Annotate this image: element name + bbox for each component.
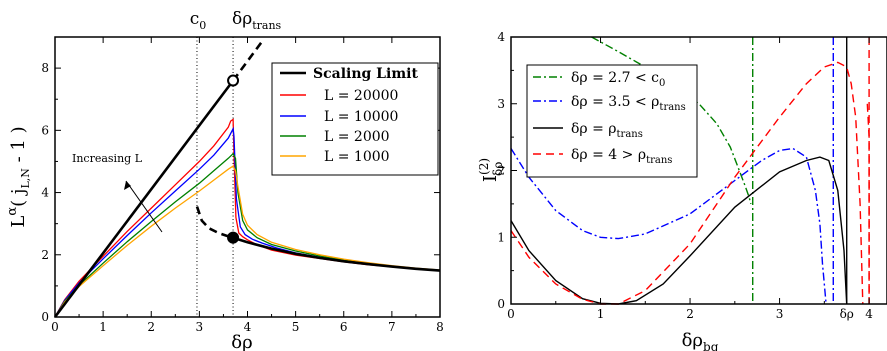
left-scaling-limit-segment-3 (232, 236, 441, 272)
left-xtick-label: 8 (436, 320, 444, 334)
left-chart: 0 1 2 3 4 5 6 7 8 0 2 4 6 8 δρ Lα( jL,N - 1 ) c0 δρtr… (5, 9, 444, 351)
left-top-label-c0: c0 (190, 9, 207, 32)
right-legend-label-2: δρ = ρtrans (571, 121, 643, 140)
left-legend-label-3: L = 2000 (324, 129, 390, 145)
left-ytick-label: 6 (41, 123, 49, 137)
left-xtick-label: 2 (147, 320, 155, 334)
right-legend-box (526, 64, 698, 178)
right-ticks: 0 1 2 3 4 δρ 0 1 2 3 4 (497, 30, 873, 321)
left-xlabel: δρ (231, 332, 252, 351)
right-xtick-drho: δρ (840, 307, 854, 321)
right-ytick-label: 0 (497, 297, 505, 311)
left-xtick-label: 4 (244, 320, 252, 334)
left-xtick-label: 6 (340, 320, 348, 334)
right-xtick-label: 0 (507, 307, 515, 321)
right-legend: δρ = 2.7 < c0 δρ = 3.5 < ρtrans δρ = ρtran… (526, 64, 698, 178)
left-xtick-label: 0 (51, 320, 59, 334)
right-legend-label-3: δρ = 4 > ρtrans (571, 147, 672, 166)
right-series-line-2 (510, 156, 848, 305)
right-ytick-label: 2 (497, 164, 505, 178)
left-ytick-label: 4 (41, 186, 49, 200)
left-legend-label-2: L = 10000 (324, 109, 398, 125)
right-xtick-label: 1 (597, 307, 605, 321)
right-series-line-1 (510, 147, 827, 305)
right-xtick-label: 2 (686, 307, 694, 321)
right-ytick-label: 1 (497, 230, 505, 244)
right-plot-area (510, 36, 870, 305)
right-series-line-0 (591, 36, 752, 205)
left-xtick-label: 1 (99, 320, 107, 334)
left-scaling-limit-marker-1 (227, 231, 240, 244)
left-series-line-4 (54, 165, 441, 318)
right-xtick-label: 4 (865, 307, 873, 321)
right-xlabel: δρbg (682, 330, 719, 351)
increasing-l-arrowhead (124, 181, 131, 190)
right-legend-label-1: δρ = 3.5 < ρtrans (571, 94, 686, 113)
left-legend: Scaling Limit L = 20000 L = 10000 L = 2000 L… (271, 62, 439, 176)
left-top-label-drho-trans: δρtrans (232, 9, 282, 32)
right-ytick-label: 3 (497, 97, 505, 111)
left-legend-label-1: L = 20000 (324, 88, 398, 104)
left-plot-area (53, 37, 441, 318)
left-scaling-limit-marker-0 (227, 74, 240, 87)
left-scaling-limit-segment-0 (53, 79, 235, 318)
right-legend-label-0: δρ = 2.7 < c0 (571, 70, 665, 89)
left-scaling-limit-segment-2 (195, 206, 234, 239)
left-xtick-label: 7 (388, 320, 396, 334)
left-xtick-label: 5 (292, 320, 300, 334)
increasing-l-annotation: Increasing L (72, 152, 143, 165)
left-legend-label-4: L = 1000 (324, 149, 390, 165)
left-scaling-limit-segment-1 (232, 40, 263, 82)
left-xtick-label: 3 (196, 320, 204, 334)
left-ytick-label: 2 (41, 248, 49, 262)
right-ylabel: I(2)δρ (477, 158, 505, 182)
right-ytick-label: 4 (497, 30, 505, 44)
right-series-extra-3 (866, 103, 870, 304)
right-series-line-3 (510, 61, 864, 305)
increasing-l-arrow (125, 180, 163, 233)
left-ytick-label: 8 (41, 61, 49, 75)
left-legend-label-0: Scaling Limit (313, 66, 418, 82)
left-series-line-3 (54, 152, 441, 318)
right-xtick-label: 3 (776, 307, 784, 321)
left-ytick-label: 0 (41, 310, 49, 324)
left-ticks: 0 1 2 3 4 5 6 7 8 0 2 4 6 8 (41, 37, 444, 334)
left-ylabel: Lα( jL,N - 1 ) (5, 126, 32, 227)
